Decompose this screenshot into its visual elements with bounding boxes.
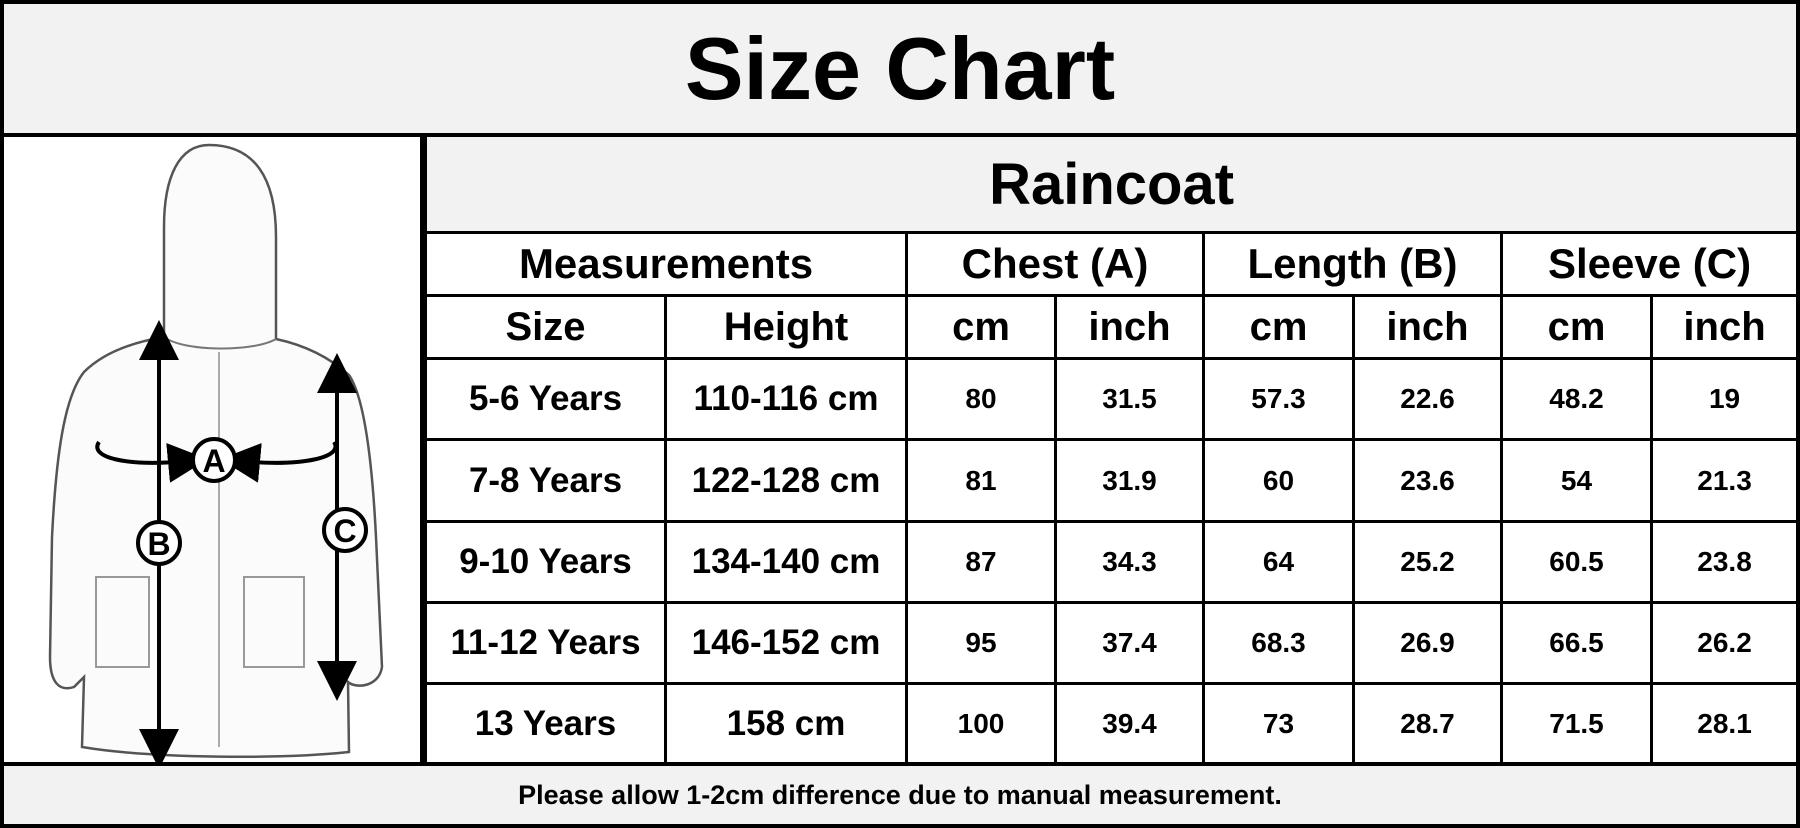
table-cell: 31.5	[1054, 357, 1205, 442]
table-cell: 26.9	[1352, 600, 1503, 685]
table-row: 9-10 Years 134-140 cm 87 34.3 64 25.2 60.5 23.8	[424, 519, 1800, 604]
group-header: Sleeve (C)	[1499, 231, 1800, 298]
table-row: 7-8 Years 122-128 cm 81 31.9 60 23.6 54 21.3	[424, 438, 1800, 523]
table-cell: 81	[905, 438, 1057, 523]
table-cell: 21.3	[1649, 438, 1800, 523]
table-cell: 5-6 Years	[424, 357, 667, 442]
table-cell: 71.5	[1500, 681, 1653, 767]
footer-note: Please allow 1-2cm difference due to man…	[4, 762, 1796, 824]
column-header: cm	[1202, 294, 1355, 361]
table-cell: 28.1	[1649, 681, 1800, 767]
size-table: Raincoat Measurements Chest (A) Length (B) S…	[423, 137, 1800, 767]
table-cell: 54	[1500, 438, 1653, 523]
table-row: 11-12 Years 146-152 cm 95 37.4 68.3 26.9 66.5 2…	[424, 600, 1800, 685]
table-row: 5-6 Years 110-116 cm 80 31.5 57.3 22.6 48.2 19	[424, 357, 1800, 442]
table-cell: 87	[905, 519, 1057, 604]
table-cell: 60	[1202, 438, 1355, 523]
table-cell: 64	[1202, 519, 1355, 604]
table-cell: 19	[1649, 357, 1800, 442]
table-cell: 146-152 cm	[664, 600, 908, 685]
table-cell: 23.8	[1649, 519, 1800, 604]
table-cell: 60.5	[1500, 519, 1653, 604]
table-cell: 31.9	[1054, 438, 1205, 523]
table-cell: 11-12 Years	[424, 600, 667, 685]
table-title: Raincoat	[423, 137, 1800, 235]
table-cell: 80	[905, 357, 1057, 442]
figure: A B C	[4, 137, 424, 769]
table-area: Raincoat Measurements Chest (A) Length (B) S…	[423, 137, 1800, 767]
column-header: Size	[424, 294, 667, 361]
table-cell: 13 Years	[424, 681, 667, 767]
table-row: Measurements Chest (A) Length (B) Sleeve (C…	[424, 231, 1800, 298]
column-header: cm	[1500, 294, 1653, 361]
group-header: Length (B)	[1202, 231, 1503, 298]
table-row: Raincoat	[423, 137, 1800, 235]
table-row: Size Height cm inch cm inch cm inch	[424, 294, 1800, 361]
table-row: 13 Years 158 cm 100 39.4 73 28.7 71.5 28.1	[424, 681, 1800, 767]
table-cell: 100	[905, 681, 1057, 767]
table-cell: 95	[905, 600, 1057, 685]
table-cell: 48.2	[1500, 357, 1653, 442]
table-cell: 34.3	[1054, 519, 1205, 604]
group-header: Chest (A)	[905, 231, 1205, 298]
label-c: C	[333, 513, 356, 549]
group-header: Measurements	[424, 231, 908, 298]
table-cell: 68.3	[1202, 600, 1355, 685]
raincoat-drawing: A B C	[48, 143, 384, 769]
table-cell: 22.6	[1352, 357, 1503, 442]
column-header: inch	[1054, 294, 1205, 361]
table-cell: 39.4	[1054, 681, 1205, 767]
table-cell: 23.6	[1352, 438, 1503, 523]
column-header: cm	[905, 294, 1057, 361]
table-cell: 73	[1202, 681, 1355, 767]
table-cell: 9-10 Years	[424, 519, 667, 604]
label-b: B	[147, 526, 170, 562]
table-cell: 57.3	[1202, 357, 1355, 442]
label-a: A	[202, 443, 225, 479]
table-cell: 158 cm	[664, 681, 908, 767]
column-header: Height	[664, 294, 908, 361]
table-cell: 28.7	[1352, 681, 1503, 767]
table-cell: 37.4	[1054, 600, 1205, 685]
table-cell: 110-116 cm	[664, 357, 908, 442]
table-cell: 26.2	[1649, 600, 1800, 685]
table-cell: 7-8 Years	[424, 438, 667, 523]
title: Size Chart	[4, 4, 1796, 137]
table-cell: 25.2	[1352, 519, 1503, 604]
column-header: inch	[1352, 294, 1503, 361]
table-cell: 134-140 cm	[664, 519, 908, 604]
table-cell: 122-128 cm	[664, 438, 908, 523]
table-cell: 66.5	[1500, 600, 1653, 685]
column-header: inch	[1649, 294, 1800, 361]
